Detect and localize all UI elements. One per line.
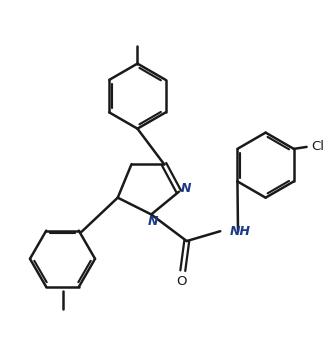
Text: N: N xyxy=(180,182,191,195)
Text: O: O xyxy=(176,275,187,288)
Text: N: N xyxy=(148,215,158,228)
Text: Cl: Cl xyxy=(312,140,324,153)
Text: NH: NH xyxy=(230,225,251,238)
